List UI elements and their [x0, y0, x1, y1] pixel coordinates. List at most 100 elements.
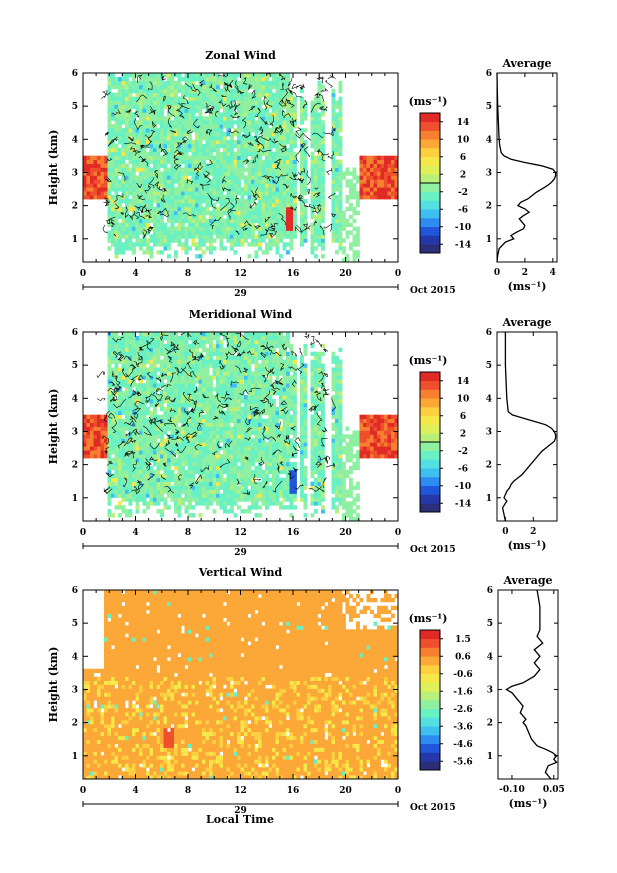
profile-y-tick-label: 6	[487, 586, 493, 596]
colorbar-tick-label: -14	[455, 499, 471, 509]
colorbar-swatch	[420, 442, 440, 452]
colorbar-swatch	[420, 459, 440, 469]
colorbar-tick-label: 6	[460, 412, 466, 422]
y-tick-label: 2	[72, 461, 78, 471]
x-tick-label: 12	[234, 269, 247, 279]
colorbar-swatch	[420, 226, 440, 236]
colorbar-swatch	[420, 673, 440, 683]
colorbar-swatch	[420, 398, 440, 408]
profile-y-tick-label: 5	[487, 619, 493, 629]
y-tick-label: 3	[72, 685, 78, 695]
date-label: 29	[234, 289, 247, 299]
colorbar: (ms⁻¹) 14 10 6 2 -2 -6 -10 -14	[409, 95, 471, 254]
profile-y-tick-label: 3	[486, 168, 492, 178]
colorbar-swatch	[420, 477, 440, 487]
x-tick-label: 16	[287, 528, 300, 538]
month-label: Oct 2015	[410, 286, 456, 296]
profile-y-tick-label: 6	[486, 328, 492, 338]
profile-y-tick-label: 2	[486, 202, 492, 212]
y-tick-label: 3	[72, 427, 78, 437]
profile-title: Average	[502, 574, 552, 587]
x-tick-label: 20	[339, 269, 352, 279]
month-label: Oct 2015	[410, 545, 456, 555]
colorbar: (ms⁻¹) 1.5 0.6 -0.6 -1.6 -2.6 -3.6 -4.6 -5.6	[409, 612, 473, 771]
colorbar-swatch	[420, 113, 440, 123]
colorbar-swatch	[420, 726, 440, 736]
profile-x-unit: (ms⁻¹)	[509, 797, 548, 810]
colorbar-swatch	[420, 407, 440, 417]
profile-y-tick-label: 4	[487, 652, 493, 662]
colorbar-swatch	[420, 665, 440, 675]
y-tick-label: 3	[72, 168, 78, 178]
average-profile: Average 1 2 3 4 5 6 0 2 (ms⁻¹)	[486, 316, 558, 552]
colorbar-swatch	[420, 691, 440, 701]
heatmap-field	[83, 73, 398, 262]
contour-lines	[101, 73, 337, 239]
x-tick-label: 0	[395, 786, 401, 796]
profile-x-tick-label: 0	[494, 268, 500, 278]
colorbar-tick-label: 14	[457, 377, 470, 387]
colorbar-swatch	[420, 218, 440, 228]
y-axis-label: Height (km)	[47, 647, 60, 723]
profile-x-tick-label: 0	[502, 527, 508, 537]
y-tick-label: 1	[72, 494, 78, 504]
colorbar-swatch	[420, 503, 440, 513]
colorbar-swatch	[420, 743, 440, 753]
colorbar-swatch	[420, 174, 440, 184]
y-tick-label: 1	[72, 752, 78, 762]
profile-x-tick-label: 2	[530, 527, 536, 537]
colorbar-tick-label: -2.6	[453, 705, 472, 715]
profile-y-tick-label: 4	[486, 135, 492, 145]
x-tick-label: 12	[234, 528, 247, 538]
profile-line	[505, 589, 558, 780]
heatmap-field	[83, 332, 398, 521]
x-axis-label: Local Time	[206, 813, 274, 826]
profile-y-tick-label: 3	[487, 685, 493, 695]
profile-y-tick-label: 2	[486, 461, 492, 471]
y-tick-label: 6	[72, 586, 78, 596]
profile-y-tick-label: 5	[486, 361, 492, 371]
colorbar-swatch	[420, 380, 440, 390]
colorbar-swatch	[420, 700, 440, 710]
colorbar-swatch	[420, 165, 440, 175]
x-tick-label: 4	[132, 786, 138, 796]
profile-y-tick-label: 3	[486, 427, 492, 437]
profile-y-tick-label: 2	[487, 719, 493, 729]
y-tick-label: 5	[72, 102, 78, 112]
colorbar-swatch	[420, 389, 440, 399]
colorbar-tick-label: -3.6	[453, 722, 472, 732]
colorbar-unit: (ms⁻¹)	[409, 95, 448, 108]
profile-y-tick-label: 5	[486, 102, 492, 112]
profile-y-tick-label: 1	[486, 235, 492, 245]
profile-frame	[496, 72, 558, 263]
y-tick-label: 6	[72, 69, 78, 79]
colorbar-swatch	[420, 735, 440, 745]
colorbar-tick-label: 6	[460, 153, 466, 163]
colorbar-tick-label: -2	[458, 447, 468, 457]
profile-x-tick-label: 4	[550, 268, 556, 278]
colorbar-swatch	[420, 244, 440, 254]
profile-y-tick-label: 1	[487, 752, 493, 762]
colorbar-swatch	[420, 638, 440, 648]
x-tick-label: 16	[287, 786, 300, 796]
y-tick-label: 5	[72, 619, 78, 629]
contour-lines	[96, 332, 337, 496]
colorbar-tick-label: 10	[457, 135, 470, 145]
colorbar-unit: (ms⁻¹)	[409, 612, 448, 625]
x-tick-label: 12	[234, 786, 247, 796]
y-tick-label: 1	[72, 235, 78, 245]
colorbar-swatch	[420, 156, 440, 166]
colorbar-unit: (ms⁻¹)	[409, 354, 448, 367]
colorbar-swatch	[420, 450, 440, 460]
profile-y-tick-label: 4	[486, 394, 492, 404]
profile-title: Average	[501, 57, 551, 70]
y-axis-label: Height (km)	[47, 130, 60, 206]
colorbar-swatch	[420, 183, 440, 193]
x-tick-label: 8	[185, 528, 191, 538]
y-axis-label: Height (km)	[47, 389, 60, 465]
x-tick-label: 4	[132, 528, 138, 538]
x-tick-label: 0	[395, 269, 401, 279]
colorbar-swatch	[420, 494, 440, 504]
